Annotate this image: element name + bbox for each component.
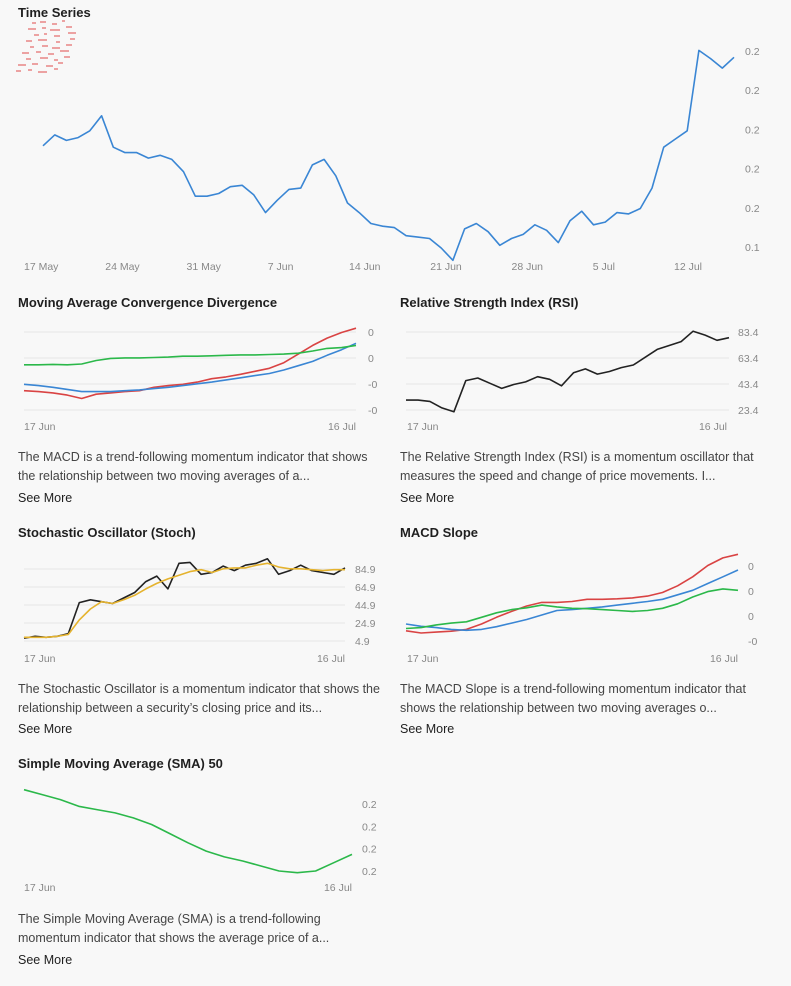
macd_slope-x-tick-label: 17 Jun [407, 653, 439, 665]
stoch-description: The Stochastic Oscillator is a momentum … [18, 682, 380, 715]
time_series-x-tick-label: 21 Jun [430, 261, 462, 273]
macd-y-tick-label: -0 [368, 379, 377, 391]
macd_slope-series-line-1 [405, 569, 739, 632]
macd-slope-description: The MACD Slope is a trend-following mome… [400, 682, 746, 715]
macd-see-more-link[interactable]: See More [18, 491, 73, 505]
rsi-chart: 83.4 63.4 43.4 23.4 17 Jun 16 Jul [406, 327, 759, 433]
time_series-x-tick-label: 24 May [105, 261, 140, 273]
macd_slope-y-tick-label: 0 [748, 611, 754, 623]
sma-description: The Simple Moving Average (SMA) is a tre… [18, 912, 330, 945]
macd-slope-chart: 0 0 0 -0 17 Jun 16 Jul [405, 553, 757, 665]
rsi-x-tick-label: 17 Jun [407, 421, 439, 433]
time_series-x-tick-label: 31 May [187, 261, 222, 273]
sma-x-tick-label: 16 Jul [324, 882, 352, 894]
time_series-y-tick-label: 0.2 [745, 203, 760, 215]
time_series-x-tick-label: 12 Jul [674, 261, 702, 273]
time_series-y-tick-label: 0.2 [745, 46, 760, 58]
sma-series-line-0 [23, 788, 353, 874]
stoch-y-tick-label: 24.9 [355, 618, 376, 630]
rsi-y-tick-label: 23.4 [738, 405, 759, 417]
stoch-x-tick-label: 16 Jul [317, 653, 345, 665]
rsi-y-tick-label: 43.4 [738, 379, 759, 391]
rsi-description: The Relative Strength Index (RSI) is a m… [400, 450, 754, 483]
time_series-x-tick-label: 5 Jul [593, 261, 615, 273]
macd-series-line-1 [23, 342, 357, 393]
stoch-series-line-1 [24, 562, 345, 639]
rsi-x-tick-label: 16 Jul [699, 421, 727, 433]
macd_slope-y-tick-label: 0 [748, 561, 754, 573]
time_series-y-tick-label: 0.1 [745, 242, 760, 254]
time_series-x-tick-label: 28 Jun [512, 261, 544, 273]
stoch-y-tick-label: 44.9 [355, 600, 376, 612]
sma-y-tick-label: 0.2 [362, 844, 377, 856]
stoch-chart: 84.9 64.9 44.9 24.9 4.9 17 Jun 16 Jul [23, 557, 376, 665]
macd-x-tick-label: 17 Jun [24, 421, 56, 433]
time_series-y-tick-label: 0.2 [745, 85, 760, 97]
macd_slope-series-line-2 [405, 588, 739, 630]
time_series-y-tick-label: 0.2 [745, 124, 760, 136]
rsi-series-line-0 [406, 330, 730, 413]
time_series-x-tick-label: 17 May [24, 261, 59, 273]
time_series-series-line-0 [42, 49, 735, 262]
stoch-see-more-link[interactable]: See More [18, 722, 73, 736]
rsi-y-tick-label: 63.4 [738, 353, 759, 365]
time-series-chart: 0.2 0.2 0.2 0.2 0.2 0.1 17 May 24 May 31 May 7 Ju… [24, 46, 760, 273]
sma-y-tick-label: 0.2 [362, 799, 377, 811]
macd-y-tick-label: -0 [368, 405, 377, 417]
rsi-title: Relative Strength Index (RSI) [400, 295, 579, 310]
macd-series-line-2 [24, 344, 357, 366]
stoch-series-line-0 [23, 557, 346, 639]
stoch-y-tick-label: 84.9 [355, 564, 376, 576]
sma-x-tick-label: 17 Jun [24, 882, 56, 894]
macd-y-tick-label: 0 [368, 353, 374, 365]
macd-title: Moving Average Convergence Divergence [18, 295, 278, 310]
rsi-see-more-link[interactable]: See More [400, 491, 455, 505]
macd-x-tick-label: 16 Jul [328, 421, 356, 433]
time_series-x-tick-label: 7 Jun [268, 261, 294, 273]
rsi-y-tick-label: 83.4 [738, 327, 759, 339]
sma-see-more-link[interactable]: See More [18, 953, 73, 967]
time_series-x-tick-label: 14 Jun [349, 261, 381, 273]
macd-slope-see-more-link[interactable]: See More [400, 722, 455, 736]
sma-y-tick-label: 0.2 [362, 866, 377, 878]
macd_slope-y-tick-label: 0 [748, 586, 754, 598]
macd-y-tick-label: 0 [368, 327, 374, 339]
stoch-title: Stochastic Oscillator (Stoch) [18, 525, 196, 540]
sma-y-tick-label: 0.2 [362, 821, 377, 833]
time-series-title: Time Series [18, 5, 91, 20]
stoch-x-tick-label: 17 Jun [24, 653, 56, 665]
time_series-y-tick-label: 0.2 [745, 164, 760, 176]
macd_slope-y-tick-label: -0 [748, 636, 757, 648]
stoch-y-tick-label: 64.9 [355, 582, 376, 594]
macd-chart: 0 0 -0 -0 17 Jun 16 Jul [23, 327, 377, 433]
sma-chart: 0.2 0.2 0.2 0.2 17 Jun 16 Jul [23, 788, 377, 894]
sma-title: Simple Moving Average (SMA) 50 [18, 756, 223, 771]
logo [16, 20, 76, 73]
macd_slope-x-tick-label: 16 Jul [710, 653, 738, 665]
macd-description: The MACD is a trend-following momentum i… [18, 450, 368, 483]
stoch-y-tick-label: 4.9 [355, 636, 370, 648]
macd-slope-title: MACD Slope [400, 525, 478, 540]
